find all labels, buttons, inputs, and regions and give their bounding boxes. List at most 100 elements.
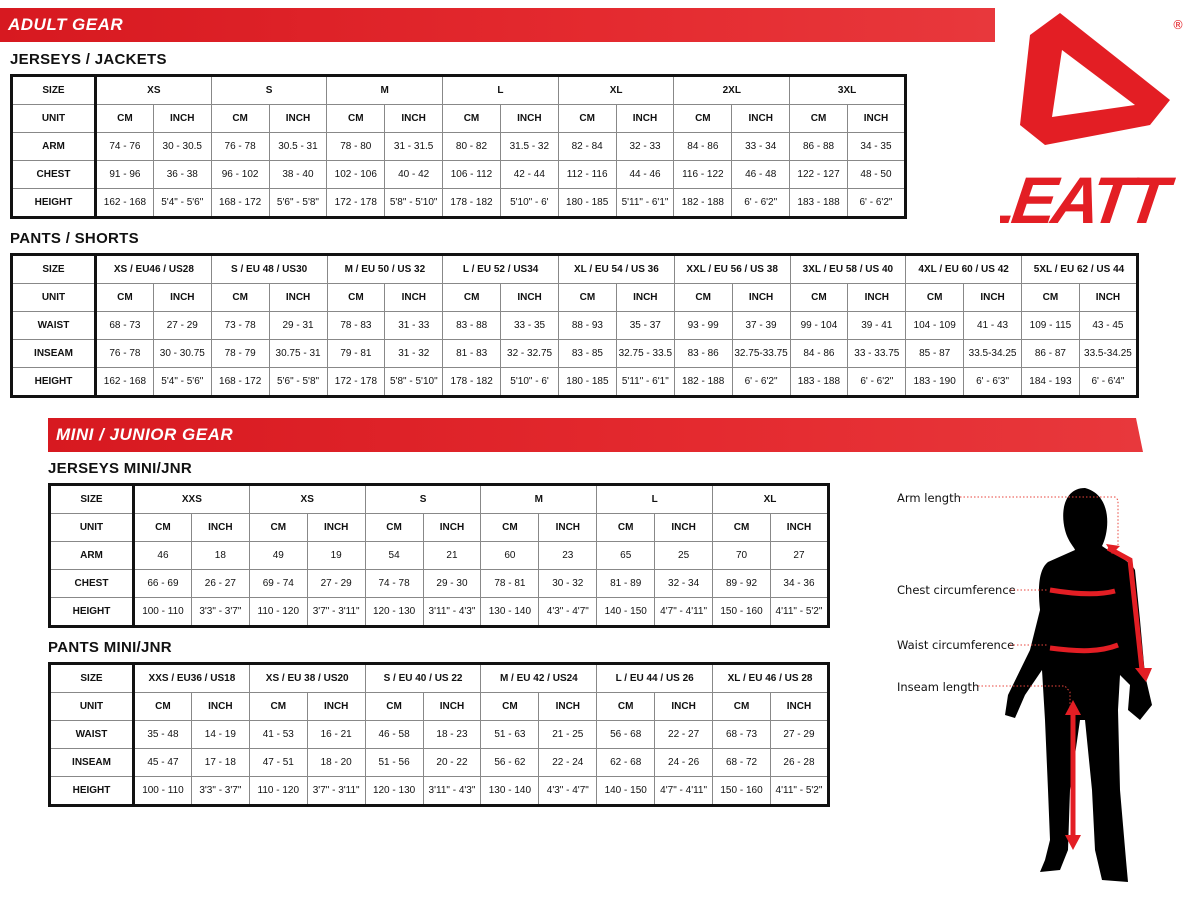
- value-cell: 99 - 104: [789, 311, 849, 340]
- size-cell: M / EU 42 / US24: [480, 663, 598, 693]
- value-cell: 183 - 188: [789, 188, 848, 218]
- unit-cell: CM: [480, 513, 540, 542]
- unit-cell: CM: [905, 283, 965, 312]
- row-label: CHEST: [11, 160, 97, 189]
- unit-cell: INCH: [190, 692, 250, 721]
- value-cell: 83 - 88: [442, 311, 502, 340]
- row-label: HEIGHT: [49, 776, 135, 806]
- value-cell: 32 - 32.75: [500, 339, 559, 368]
- value-cell: 183 - 190: [905, 367, 965, 397]
- unit-cell: INCH: [847, 283, 907, 312]
- unit-cell: CM: [326, 104, 386, 133]
- value-cell: 4'11" - 5'2": [769, 597, 830, 627]
- value-cell: 172 - 178: [326, 367, 386, 397]
- value-cell: 122 - 127: [789, 160, 848, 189]
- unit-cell: INCH: [306, 513, 366, 542]
- value-cell: 30.5 - 31: [268, 132, 328, 161]
- table-row: HEIGHT 162 - 168 5'4" - 5'6" 168 - 172 5'6" …: [11, 188, 907, 218]
- size-cell: 3XL: [789, 75, 906, 105]
- value-cell: 29 - 31: [268, 311, 328, 340]
- value-cell: 26 - 28: [769, 748, 830, 777]
- value-cell: 140 - 150: [596, 776, 656, 806]
- value-cell: 27 - 29: [769, 720, 830, 749]
- adult-gear-banner: ADULT GEAR: [0, 8, 995, 42]
- table-row: CHEST 66 - 69 26 - 27 69 - 74 27 - 29 74 - 78…: [49, 569, 830, 598]
- value-cell: 183 - 188: [789, 367, 849, 397]
- mini-junior-gear-banner: MINI / JUNIOR GEAR: [48, 418, 1143, 452]
- size-cell: S / EU 48 / US30: [210, 254, 328, 284]
- measurement-guides: [960, 496, 1119, 708]
- unit-cell: CM: [712, 513, 771, 542]
- size-cell: 3XL / EU 58 / US 40: [789, 254, 907, 284]
- measurement-arrows: [1049, 544, 1152, 850]
- unit-cell: CM: [326, 283, 386, 312]
- size-cell: S: [364, 484, 482, 514]
- value-cell: 18 - 20: [306, 748, 366, 777]
- value-cell: 112 - 116: [557, 160, 617, 189]
- unit-cell: CM: [95, 104, 154, 133]
- value-cell: 5'8" - 5'10": [384, 367, 444, 397]
- value-cell: 5'4" - 5'6": [152, 188, 212, 218]
- svg-text:®: ®: [1172, 18, 1184, 32]
- value-cell: 42 - 44: [499, 160, 559, 189]
- value-cell: 29 - 30: [422, 569, 482, 598]
- row-label: WAIST: [11, 311, 97, 340]
- value-cell: 56 - 68: [596, 720, 656, 749]
- value-cell: 23: [538, 541, 598, 570]
- row-label: INSEAM: [49, 748, 135, 777]
- unit-header: UNIT: [49, 513, 135, 542]
- value-cell: 4'11" - 5'2": [769, 776, 830, 806]
- value-cell: 6' - 6'2": [731, 367, 791, 397]
- value-cell: 27 - 29: [306, 569, 366, 598]
- value-cell: 5'11" - 6'1": [615, 367, 675, 397]
- row-label: WAIST: [49, 720, 135, 749]
- value-cell: 32 - 34: [654, 569, 714, 598]
- value-cell: 25: [654, 541, 714, 570]
- value-cell: 85 - 87: [905, 339, 965, 368]
- jerseys-jackets-table: SIZE XS S M L XL 2XL 3XL UNIT CM INCH CM INCH CM INCH C…: [10, 74, 907, 219]
- value-cell: 4'3" - 4'7": [538, 597, 598, 627]
- table-row: ARM 74 - 76 30 - 30.5 76 - 78 30.5 - 31 78 - …: [11, 132, 907, 161]
- value-cell: 32 - 33: [615, 132, 675, 161]
- value-cell: 81 - 89: [596, 569, 656, 598]
- unit-cell: INCH: [963, 283, 1022, 312]
- value-cell: 22 - 24: [538, 748, 598, 777]
- size-header: SIZE: [49, 484, 135, 514]
- value-cell: 3'11" - 4'3": [422, 597, 482, 627]
- value-cell: 34 - 36: [769, 569, 830, 598]
- unit-cell: INCH: [769, 513, 830, 542]
- value-cell: 80 - 82: [442, 132, 501, 161]
- value-cell: 21: [422, 541, 482, 570]
- value-cell: 44 - 46: [615, 160, 675, 189]
- unit-cell: CM: [248, 513, 308, 542]
- value-cell: 33 - 33.75: [847, 339, 907, 368]
- value-cell: 33 - 34: [731, 132, 791, 161]
- row-label: HEIGHT: [11, 188, 97, 218]
- value-cell: 84 - 86: [673, 132, 733, 161]
- unit-cell: CM: [248, 692, 308, 721]
- size-header: SIZE: [49, 663, 135, 693]
- size-cell: XL: [557, 75, 675, 105]
- value-cell: 3'7" - 3'11": [306, 776, 366, 806]
- value-cell: 78 - 83: [326, 311, 386, 340]
- size-cell: XXS: [133, 484, 250, 514]
- unit-cell: CM: [364, 513, 424, 542]
- jerseys-jackets-title: JERSEYS / JACKETS: [10, 51, 167, 68]
- value-cell: 31 - 33: [384, 311, 444, 340]
- value-cell: 150 - 160: [712, 776, 771, 806]
- leatt-logo: ® LEATT: [1000, 13, 1184, 235]
- row-label: ARM: [49, 541, 135, 570]
- row-label: HEIGHT: [11, 367, 97, 397]
- value-cell: 182 - 188: [673, 367, 733, 397]
- size-cell: XL: [712, 484, 829, 514]
- table-row: INSEAM 45 - 47 17 - 18 47 - 51 18 - 20 51 - 5…: [49, 748, 830, 777]
- unit-cell: INCH: [384, 283, 444, 312]
- value-cell: 26 - 27: [190, 569, 250, 598]
- unit-cell: INCH: [306, 692, 366, 721]
- value-cell: 184 - 193: [1021, 367, 1080, 397]
- value-cell: 100 - 110: [133, 597, 192, 627]
- value-cell: 6' - 6'2": [847, 367, 907, 397]
- size-cell: M / EU 50 / US 32: [326, 254, 444, 284]
- value-cell: 102 - 106: [326, 160, 386, 189]
- value-cell: 35 - 48: [133, 720, 192, 749]
